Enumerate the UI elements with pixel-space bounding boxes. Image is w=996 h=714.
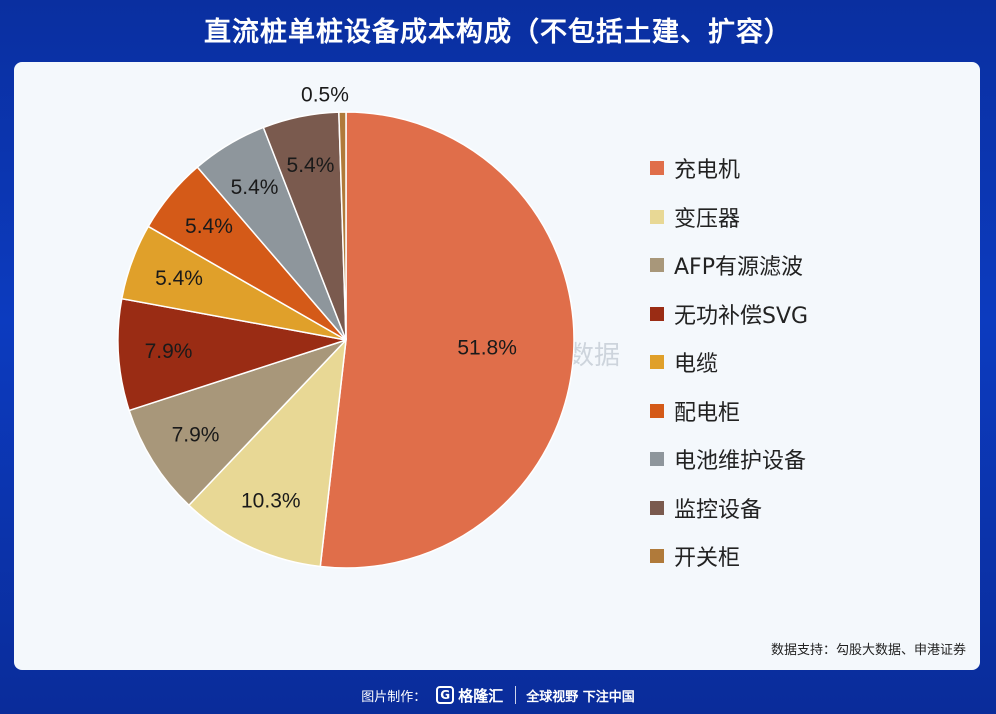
legend-item-2: AFP有源滤波 <box>650 241 808 290</box>
legend-swatch-7 <box>650 500 664 515</box>
source-note: 数据支持：勾股大数据、申港证券 <box>770 643 966 658</box>
legend-swatch-4 <box>650 355 664 370</box>
legend-swatch-6 <box>650 452 664 467</box>
data-label-0: 51.8% <box>457 336 517 359</box>
data-label-4: 5.4% <box>155 267 203 290</box>
legend-item-6: 电池维护设备 <box>650 435 808 484</box>
legend-item-7: 监控设备 <box>650 484 808 533</box>
legend-item-0: 充电机 <box>650 144 808 193</box>
legend-label-6: 电池维护设备 <box>674 449 807 475</box>
legend-label-8: 开关柜 <box>674 546 741 572</box>
legend-label-7: 监控设备 <box>674 497 763 523</box>
legend-swatch-1 <box>650 209 664 224</box>
legend-item-8: 开关柜 <box>650 532 808 581</box>
pie-slice-2 <box>128 339 347 507</box>
legend-item-4: 电缆 <box>650 338 808 387</box>
data-label-3: 7.9% <box>145 340 193 363</box>
legend-swatch-2 <box>650 258 664 273</box>
data-label-7: 5.4% <box>287 154 335 177</box>
legend-label-3: 无功补偿SVG <box>674 303 809 329</box>
data-label-8: 0.5% <box>301 83 349 106</box>
legend-label-5: 配电柜 <box>674 400 741 426</box>
legend-swatch-0 <box>650 161 664 176</box>
chart-panel: G 格隆汇 勾股大数据 51.8%10.3%7.9%7.9%5.4%5.4%5.… <box>14 62 980 670</box>
legend-item-1: 变压器 <box>650 193 808 242</box>
legend-swatch-8 <box>650 549 664 564</box>
legend-label-2: AFP有源滤波 <box>674 255 803 281</box>
brand-logo-icon: G <box>436 686 455 704</box>
pie-chart: 51.8% 10.3% 7.9% 7.9% 5.4% 5.4% 5.4% 5.4% 0.5% <box>117 83 575 569</box>
data-label-6: 5.4% <box>231 176 279 199</box>
data-label-2: 7.9% <box>172 423 220 446</box>
pie-slice-8 <box>338 111 347 341</box>
legend-item-5: 配电柜 <box>650 387 808 436</box>
legend-label-0: 充电机 <box>674 158 741 184</box>
footer: 图片制作： G 格隆汇 全球视野 下注中国 <box>0 678 996 712</box>
legend-label-4: 电缆 <box>674 352 719 378</box>
footer-slogan: 全球视野 下注中国 <box>526 689 635 705</box>
pie-slice-0 <box>319 111 575 569</box>
data-label-5: 5.4% <box>185 215 233 238</box>
legend-label-1: 变压器 <box>674 206 741 232</box>
pie-slice-3 <box>117 297 347 412</box>
legend-swatch-3 <box>650 306 664 321</box>
legend-item-3: 无功补偿SVG <box>650 290 808 339</box>
pie-slice-1 <box>187 337 347 568</box>
footer-divider <box>515 686 517 704</box>
footer-brand: 格隆汇 <box>458 686 504 705</box>
made-by-label: 图片制作： <box>361 689 427 705</box>
chart-title: 直流桩单桩设备成本构成（不包括土建、扩容） <box>204 17 792 48</box>
legend-swatch-5 <box>650 403 664 418</box>
data-label-1: 10.3% <box>241 490 301 513</box>
chart-legend: 充电机变压器 AFP有源滤波 无功补偿SVG 电缆配电柜电池维护设备 监控设备开关柜 <box>650 144 808 581</box>
